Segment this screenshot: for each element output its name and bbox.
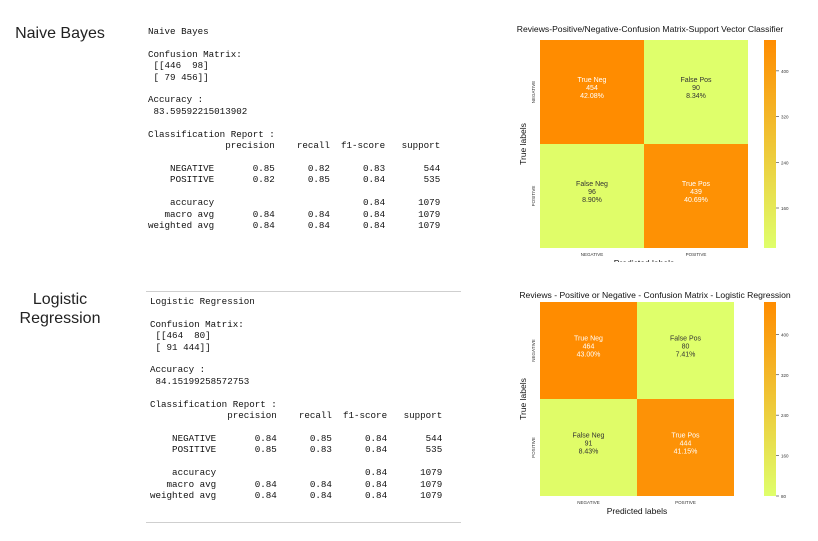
x-tick-label: POSITIVE [675,500,696,505]
report-line: Classification Report : [150,398,277,410]
report-line: [[446 98] [148,60,209,72]
heatmap-cell [540,302,637,399]
x-tick-label: POSITIVE [686,252,707,257]
x-axis-label: Predicted labels [614,258,674,262]
cell-label: 90 [692,85,700,92]
y-tick-label: NEGATIVE [531,81,536,103]
cell-label: False Pos [680,77,712,84]
section-label-logistic-regression: Logistic Regression [0,290,120,328]
colorbar [764,302,776,496]
divider-bottom [146,522,461,523]
y-tick-label: POSITIVE [531,437,536,458]
colorbar-tick-label: 320 [781,115,789,120]
cell-label: 40.69% [684,197,708,204]
section-label-naive-bayes: Naive Bayes [0,24,120,43]
heatmap-cell [644,40,748,144]
cell-label: 464 [583,344,595,351]
colorbar-tick-label: 400 [781,332,789,337]
report-line: weighted avg 0.84 0.84 0.84 1079 [150,489,443,501]
colorbar-tick-label: 240 [781,413,789,418]
cell-label: True Pos [671,433,700,440]
report-line: NEGATIVE 0.85 0.82 0.83 544 [148,162,441,174]
report-line: accuracy 0.84 1079 [148,197,441,209]
report-line: Classification Report : [148,128,275,140]
cell-label: 439 [690,189,702,196]
report-line: 83.59592215013902 [148,105,248,117]
report-line: Confusion Matrix: [150,318,244,330]
cell-label: 96 [588,189,596,196]
section-label-line: Regression [19,310,101,327]
y-tick-label: NEGATIVE [531,339,536,361]
logistic-regression-report: Logistic Regression Confusion Matrix: [[… [150,296,442,501]
x-axis-label: Predicted labels [607,506,667,516]
cell-label: 41.15% [674,449,698,456]
report-line: accuracy 0.84 1079 [150,467,443,479]
y-axis-label: True labels [518,123,528,165]
report-line: Accuracy : [150,364,206,376]
cell-label: False Neg [573,433,605,440]
report-line: precision recall f1-score support [150,410,443,422]
colorbar-tick-label: 400 [781,69,789,74]
cell-label: False Pos [670,336,702,343]
chart-title: Reviews-Positive/Negative-Confusion Matr… [517,24,784,34]
section-label-line: Naive Bayes [15,25,105,42]
report-line: Accuracy : [148,94,204,106]
report-line: [ 79 456]] [148,71,209,83]
heatmap-cell [540,399,637,496]
y-axis-label: True labels [518,378,528,420]
cell-label: 444 [680,441,692,448]
report-line: Naive Bayes [148,26,209,37]
x-tick-label: NEGATIVE [577,500,599,505]
heatmap-cell [637,399,734,496]
cell-label: 80 [682,344,690,351]
heatmap-cell [637,302,734,399]
report-line: [[464 80] [150,330,211,342]
y-tick-label: POSITIVE [531,186,536,207]
colorbar-tick-label: 80 [781,494,787,499]
cell-label: 8.90% [582,197,602,204]
cell-label: 43.00% [577,352,601,359]
colorbar-tick-label: 240 [781,160,789,165]
heatmap-cell [540,144,644,248]
cell-label: 7.41% [676,352,696,359]
cell-label: True Neg [574,336,603,343]
cell-label: True Pos [682,181,711,188]
cell-label: False Neg [576,181,608,188]
colorbar-tick-label: 160 [781,206,789,211]
report-line: macro avg 0.84 0.84 0.84 1079 [148,208,441,220]
report-line: POSITIVE 0.85 0.83 0.84 535 [150,444,443,456]
cell-label: 8.34% [686,93,706,100]
cell-label: 8.43% [579,449,599,456]
report-line: weighted avg 0.84 0.84 0.84 1079 [148,219,441,231]
report-line: [ 91 444]] [150,341,211,353]
cell-label: 91 [585,441,593,448]
report-line: 84.15199258572753 [150,375,250,387]
svc-confusion-matrix-chart: Reviews-Positive/Negative-Confusion Matr… [517,24,789,262]
cell-label: True Neg [578,77,607,84]
report-line: Logistic Regression [150,296,255,307]
report-line: POSITIVE 0.82 0.85 0.84 535 [148,174,441,186]
colorbar-tick-label: 320 [781,373,789,378]
divider-top [146,291,461,292]
colorbar-tick-label: 160 [781,454,789,459]
x-tick-label: NEGATIVE [581,252,603,257]
logreg-confusion-matrix-chart: Reviews - Positive or Negative - Confusi… [518,290,791,516]
report-line: Confusion Matrix: [148,48,242,60]
heatmap-cell [540,40,644,144]
heatmap-cell [644,144,748,248]
section-label-line: Logistic [32,291,88,308]
report-line: precision recall f1-score support [148,140,441,152]
naive-bayes-report: Naive Bayes Confusion Matrix: [[446 98] … [148,26,440,231]
report-line: NEGATIVE 0.84 0.85 0.84 544 [150,432,443,444]
chart-title: Reviews - Positive or Negative - Confusi… [519,290,791,300]
report-line: macro avg 0.84 0.84 0.84 1079 [150,478,443,490]
colorbar [764,40,776,248]
cell-label: 42.08% [580,93,604,100]
cell-label: 454 [586,85,598,92]
